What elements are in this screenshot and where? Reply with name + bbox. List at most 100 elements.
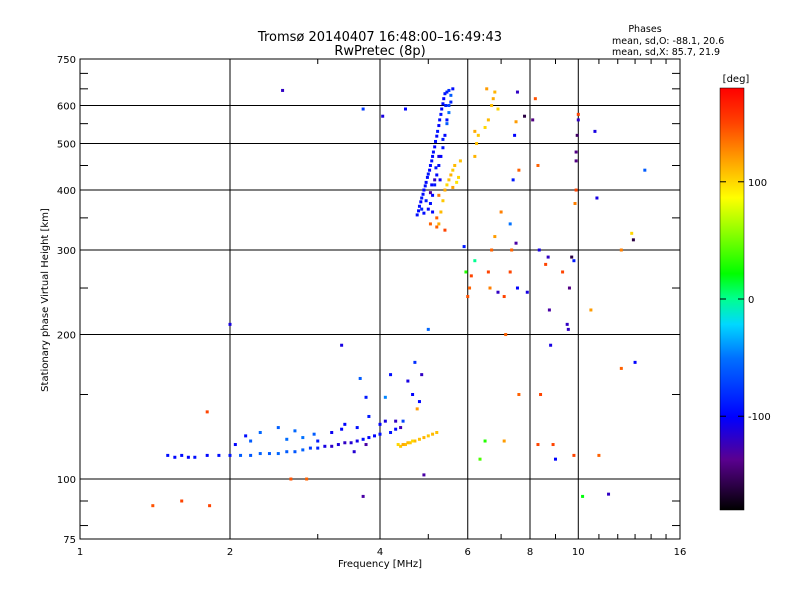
echo-point [508,270,512,274]
echo-point [547,308,551,312]
echo-point [422,436,426,440]
echo-point [394,427,398,431]
echo-point [428,222,432,226]
echo-point [566,327,570,331]
echo-point [493,90,497,94]
echo-point [551,443,555,447]
echo-point [408,441,412,445]
echo-point [421,192,425,196]
echo-point [517,168,521,172]
echo-point [490,104,494,108]
chart-subtitle: RwPretec (8p) [334,44,425,59]
echo-point [565,322,569,326]
echo-point [413,360,417,364]
echo-point [205,410,209,414]
echo-point [355,426,359,430]
echo-point [364,395,368,399]
echo-point [422,211,426,215]
echo-point [276,426,280,430]
echo-point [536,163,540,167]
echo-point [431,432,435,436]
echo-point [373,434,377,438]
echo-point [420,207,424,211]
echo-point [502,295,506,299]
echo-point [312,432,316,436]
echo-point [316,446,320,450]
echo-point [581,494,585,498]
echo-point [186,455,190,459]
echo-point [431,193,435,197]
echo-point [193,455,197,459]
echo-point [233,443,237,447]
echo-point [285,450,289,454]
y-tick-label: 300 [57,246,76,257]
echo-point [426,434,430,438]
echo-point [437,163,441,167]
echo-point [343,441,347,445]
echo-point [449,93,453,97]
y-tick-label: 500 [57,140,76,151]
echo-point [445,183,449,187]
colorbar-ticks: 100 0 -100 [720,178,771,423]
echo-point [228,322,232,326]
y-tick-label: 75 [63,535,76,546]
echo-point [437,154,441,158]
echo-point [394,419,398,423]
echo-point [340,343,344,347]
echo-point [422,188,426,192]
echo-point [445,122,449,126]
echo-point [576,112,580,116]
echo-point [561,270,565,274]
echo-point [435,134,439,138]
echo-point [316,439,320,443]
echo-point [440,107,444,111]
x-tick-label: 6 [465,547,471,558]
echo-point [180,499,184,503]
echo-point [573,201,577,205]
echo-point [491,97,495,101]
echo-point [523,114,527,118]
echo-point [433,178,437,182]
chart-title: Tromsø 20140407 16:48:00–16:49:43 [257,30,502,45]
echo-point [336,443,340,447]
echo-point [504,333,508,337]
echo-point [435,431,439,435]
echo-point [439,112,443,116]
echo-point [378,432,382,436]
echo-point [381,114,385,118]
echo-point [151,504,155,508]
echo-point [352,450,356,454]
echo-point [441,199,445,203]
echo-point [572,259,576,263]
echo-point [383,419,387,423]
echo-point [593,129,597,133]
echo-point [449,173,453,177]
echo-point [462,245,466,249]
echo-point [173,455,177,459]
echo-point [435,216,439,220]
echo-point [396,443,400,447]
y-tick-label: 100 [57,475,76,486]
echo-point [330,431,334,435]
echo-point [425,175,429,179]
x-tick-label: 8 [527,547,533,558]
echo-point [441,102,445,106]
colorbar-tick-label: 0 [748,295,754,306]
y-tick-label: 400 [57,186,76,197]
x-axis-label: Frequency [MHz] [338,559,422,570]
echo-point [361,494,365,498]
echo-point [570,255,574,259]
echo-point [513,133,517,137]
echo-point [515,286,519,290]
colorbar-label: [deg] [723,74,750,85]
echo-point [575,133,579,137]
echo-point [340,427,344,431]
echo-point [435,173,439,177]
echo-point [515,90,519,94]
echo-point [431,210,435,214]
phase-stats-o: mean, sd,O: -88.1, 20.6 [612,36,724,47]
echo-point [417,209,421,213]
echo-point [531,118,535,122]
echo-point [420,196,424,200]
y-tick-label: 750 [57,55,76,66]
